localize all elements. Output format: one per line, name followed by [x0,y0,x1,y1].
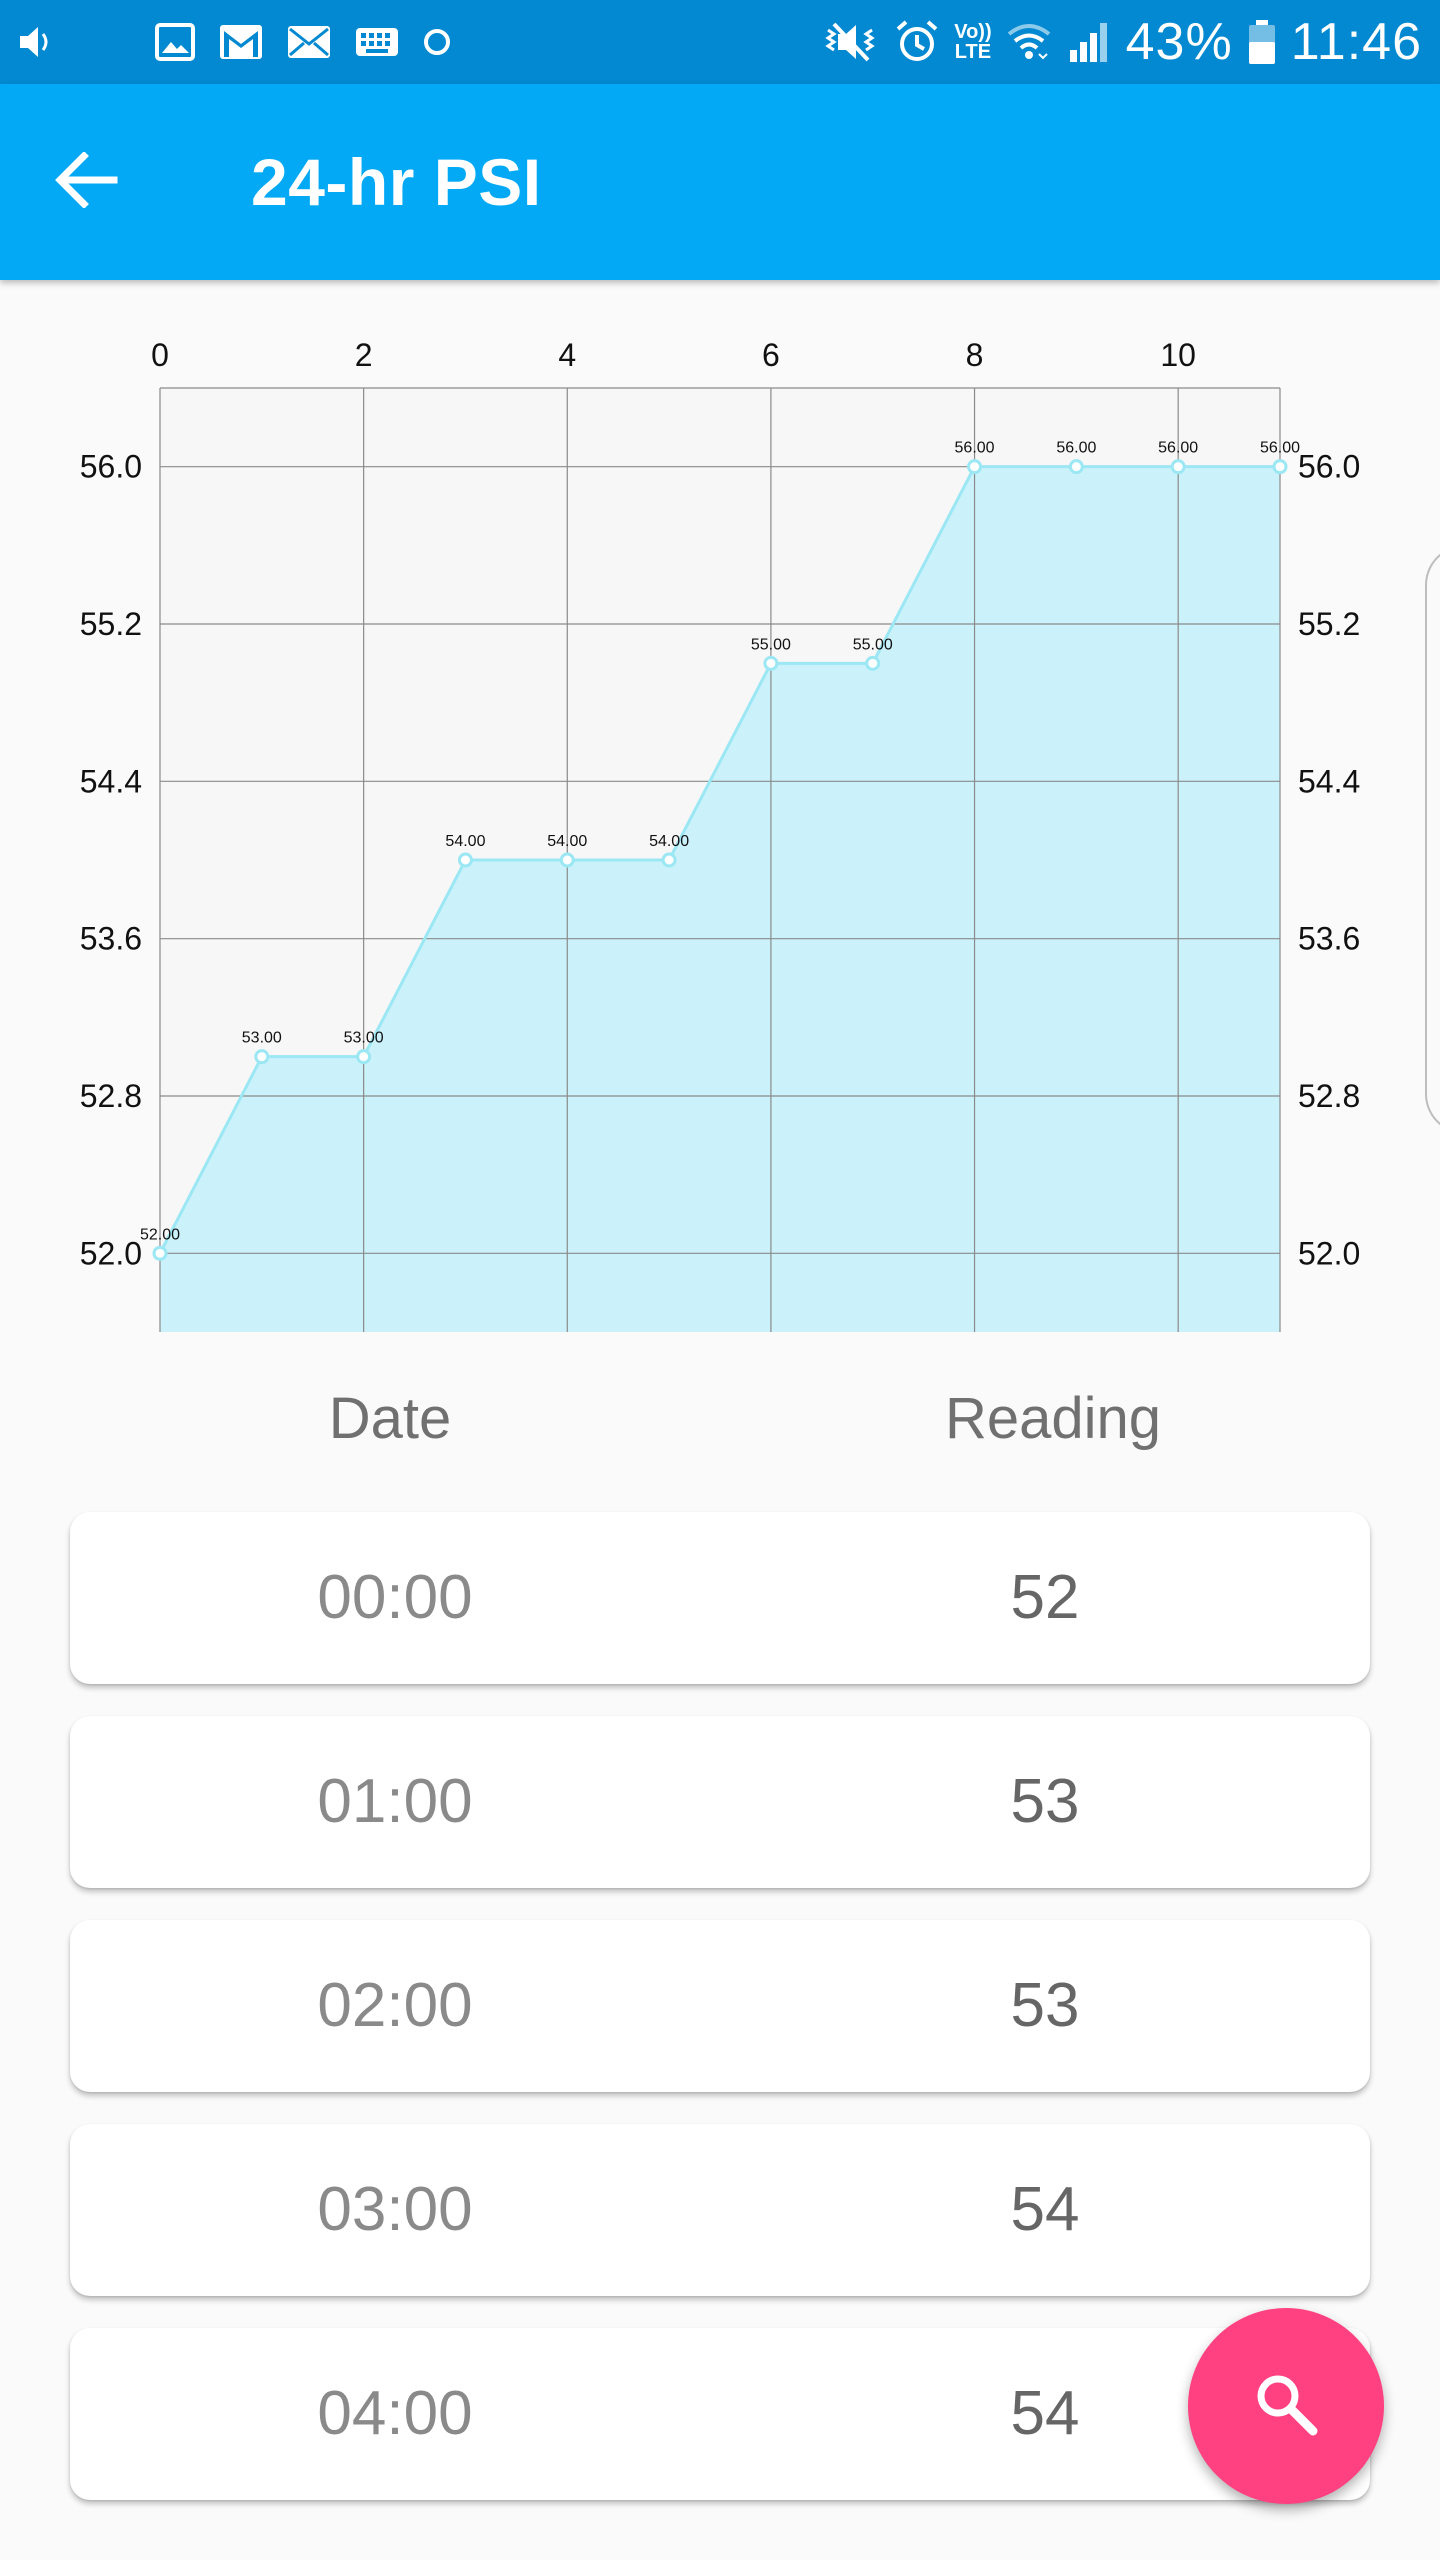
volte-label-top: Vo)) [954,21,992,43]
x-tick-label: 6 [762,337,780,373]
row-date: 04:00 [317,2379,473,2448]
row-date: 03:00 [317,2175,473,2244]
y-tick-label-right: 56.0 [1298,449,1360,485]
list-item[interactable]: 03:00 54 [70,2124,1370,2296]
row-reading: 54 [1010,2175,1080,2244]
data-label: 56.00 [1158,440,1198,457]
app-bar: 24-hr PSI [0,84,1440,280]
list-item[interactable]: 04:00 54 [70,2328,1370,2500]
data-point [559,852,575,868]
row-date: 00:00 [317,1563,473,1632]
psi-chart: 52.00 53.00 53.00 54.00 54.00 54.00 55.00 55.00… [0,290,1440,1340]
alarm-icon [894,19,940,65]
data-point [967,459,983,475]
y-tick-label-left: 52.0 [80,1235,142,1271]
volte-icon: Vo)) LTE [954,22,991,62]
side-drawer-handle[interactable] [1425,545,1440,1134]
data-label: 56.00 [955,440,995,457]
y-tick-label-right: 53.6 [1298,921,1360,957]
data-point [865,655,881,671]
battery-icon [1247,18,1277,66]
y-tick-label-right: 52.0 [1298,1235,1360,1271]
table-header: Date Reading [0,1385,1440,1475]
row-date: 01:00 [317,1767,473,1836]
mute-icon [820,20,880,64]
series-line [158,465,1280,1255]
data-point [152,1245,168,1261]
x-tick-label: 10 [1160,337,1196,373]
data-label: 56.00 [1056,440,1096,457]
y-tick-label-left: 55.2 [80,606,142,642]
y-tick-label-right: 55.2 [1298,606,1360,642]
readings-list: 00:00 52 01:00 53 02:00 53 03:00 54 04:0… [70,1512,1370,2532]
x-tick-label: 8 [966,337,984,373]
list-item[interactable]: 00:00 52 [70,1512,1370,1684]
arrow-left-icon [54,150,118,213]
gmail-icon [218,23,264,61]
data-label: 56.00 [1260,440,1300,457]
list-item[interactable]: 01:00 53 [70,1716,1370,1888]
data-label: 54.00 [649,833,689,850]
y-tick-label-left: 53.6 [80,921,142,957]
data-label: 54.00 [445,833,485,850]
mail-icon [286,24,332,60]
signal-icon [1066,20,1112,64]
data-label: 55.00 [853,636,893,653]
circle-icon [422,27,452,57]
reading-column-header: Reading [944,1386,1162,1451]
search-button[interactable] [1188,2308,1384,2504]
x-tick-label: 2 [355,337,373,373]
data-label: 53.00 [344,1030,384,1047]
y-tick-label-left: 56.0 [80,449,142,485]
data-label: 53.00 [242,1030,282,1047]
data-point [1272,459,1288,475]
data-label: 54.00 [547,833,587,850]
y-tick-label-left: 52.8 [80,1078,142,1114]
data-point [661,852,677,868]
keyboard-icon [354,26,400,58]
row-reading: 53 [1010,1767,1080,1836]
page-title: 24-hr PSI [251,145,542,219]
row-reading: 52 [1010,1563,1080,1632]
data-label: 55.00 [751,636,791,653]
list-item[interactable]: 02:00 53 [70,1920,1370,2092]
status-bar: Vo)) LTE 43% 11:46 [0,0,1440,84]
wifi-icon [1006,20,1052,64]
row-date: 02:00 [317,1971,473,2040]
date-column-header: Date [328,1386,452,1451]
image-icon [154,22,196,62]
data-point [1170,459,1186,475]
row-reading: 54 [1010,2379,1080,2448]
x-tick-label: 4 [558,337,576,373]
volte-label-bottom: LTE [954,41,992,63]
data-point [254,1049,270,1065]
y-tick-label-right: 52.8 [1298,1078,1360,1114]
volume-icon [16,22,60,62]
area-fill [160,466,1280,1332]
y-tick-label-right: 54.4 [1298,763,1360,799]
data-point [356,1049,372,1065]
x-tick-label: 0 [151,337,169,373]
data-point [763,655,779,671]
back-button[interactable] [36,132,136,232]
y-tick-label-left: 54.4 [80,763,142,799]
data-point [1068,459,1084,475]
clock-time: 11:46 [1290,13,1422,71]
data-label: 52.00 [140,1226,180,1243]
row-reading: 53 [1010,1971,1080,2040]
search-icon [1250,2368,1322,2445]
data-point [457,852,473,868]
battery-percent: 43% [1125,13,1233,71]
